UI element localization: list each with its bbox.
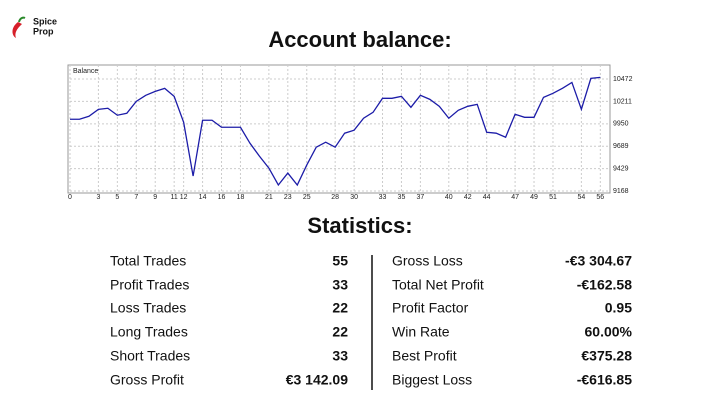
legend-label: Balance bbox=[73, 68, 98, 75]
x-tick-label: 23 bbox=[284, 194, 292, 201]
x-tick-label: 28 bbox=[331, 194, 339, 201]
y-tick-label: 9168 bbox=[613, 188, 629, 195]
stat-label: Biggest Loss bbox=[392, 372, 472, 388]
x-tick-label: 21 bbox=[265, 194, 273, 201]
x-tick-label: 49 bbox=[530, 194, 538, 201]
x-tick-label: 56 bbox=[596, 194, 604, 201]
x-tick-label: 3 bbox=[96, 194, 100, 201]
stat-value: -€616.85 bbox=[577, 372, 632, 388]
x-tick-label: 12 bbox=[180, 194, 188, 201]
y-tick-label: 10211 bbox=[613, 98, 632, 105]
stat-value: 22 bbox=[332, 324, 348, 340]
stat-label: Gross Loss bbox=[392, 253, 463, 269]
logo-text: Spice bbox=[33, 16, 57, 26]
stat-label: Profit Trades bbox=[110, 277, 189, 293]
x-tick-label: 42 bbox=[464, 194, 472, 201]
x-tick-label: 5 bbox=[115, 194, 119, 201]
x-tick-label: 37 bbox=[416, 194, 424, 201]
x-tick-label: 33 bbox=[379, 194, 387, 201]
stats-title: Statistics: bbox=[307, 213, 412, 238]
x-tick-label: 54 bbox=[577, 194, 585, 201]
stat-value: 22 bbox=[332, 300, 348, 316]
x-tick-label: 14 bbox=[199, 194, 207, 201]
x-tick-label: 11 bbox=[171, 194, 178, 201]
stat-value: 33 bbox=[332, 348, 348, 364]
stat-label: Long Trades bbox=[110, 324, 188, 340]
stat-label: Best Profit bbox=[392, 348, 457, 364]
y-tick-label: 9689 bbox=[613, 143, 629, 150]
x-tick-label: 18 bbox=[237, 194, 245, 201]
logo-icon bbox=[12, 22, 22, 38]
logo-text: Prop bbox=[33, 26, 54, 36]
y-tick-label: 10472 bbox=[613, 76, 633, 83]
x-tick-label: 35 bbox=[398, 194, 406, 201]
x-tick-label: 0 bbox=[68, 194, 72, 201]
chart-frame bbox=[67, 64, 611, 194]
x-tick-label: 30 bbox=[350, 194, 358, 201]
x-tick-label: 9 bbox=[153, 194, 157, 201]
stat-label: Gross Profit bbox=[110, 372, 184, 388]
logo-stem bbox=[18, 16, 26, 23]
stat-label: Profit Factor bbox=[392, 300, 469, 316]
stat-value: 33 bbox=[332, 277, 348, 293]
x-tick-label: 16 bbox=[218, 194, 226, 201]
stat-value: 0.95 bbox=[605, 300, 632, 316]
stat-label: Total Trades bbox=[110, 253, 186, 269]
y-tick-label: 9950 bbox=[613, 121, 629, 128]
stats-table: Total Trades 55 Profit Trades 33 Loss Trades… bbox=[110, 253, 633, 388]
balance-line bbox=[70, 76, 601, 187]
stat-value: €3 142.09 bbox=[286, 372, 348, 388]
x-tick-label: 44 bbox=[483, 194, 491, 201]
x-tick-label: 40 bbox=[445, 194, 453, 201]
x-tick-label: 25 bbox=[303, 194, 311, 201]
stat-label: Total Net Profit bbox=[392, 277, 484, 293]
y-tick-label: 9429 bbox=[613, 165, 629, 172]
stat-label: Loss Trades bbox=[110, 300, 186, 316]
stat-label: Short Trades bbox=[110, 348, 190, 364]
x-tick-label: 47 bbox=[511, 194, 519, 201]
stat-value: -€162.58 bbox=[577, 277, 632, 293]
stat-value: 60.00% bbox=[585, 324, 633, 340]
x-tick-label: 51 bbox=[549, 194, 557, 201]
x-tick-label: 7 bbox=[134, 194, 138, 201]
stat-value: 55 bbox=[332, 253, 348, 269]
stat-value: -€3 304.67 bbox=[565, 253, 632, 269]
stat-value: €375.28 bbox=[581, 348, 632, 364]
chart-title: Account balance: bbox=[268, 27, 451, 52]
stat-label: Win Rate bbox=[392, 324, 450, 340]
